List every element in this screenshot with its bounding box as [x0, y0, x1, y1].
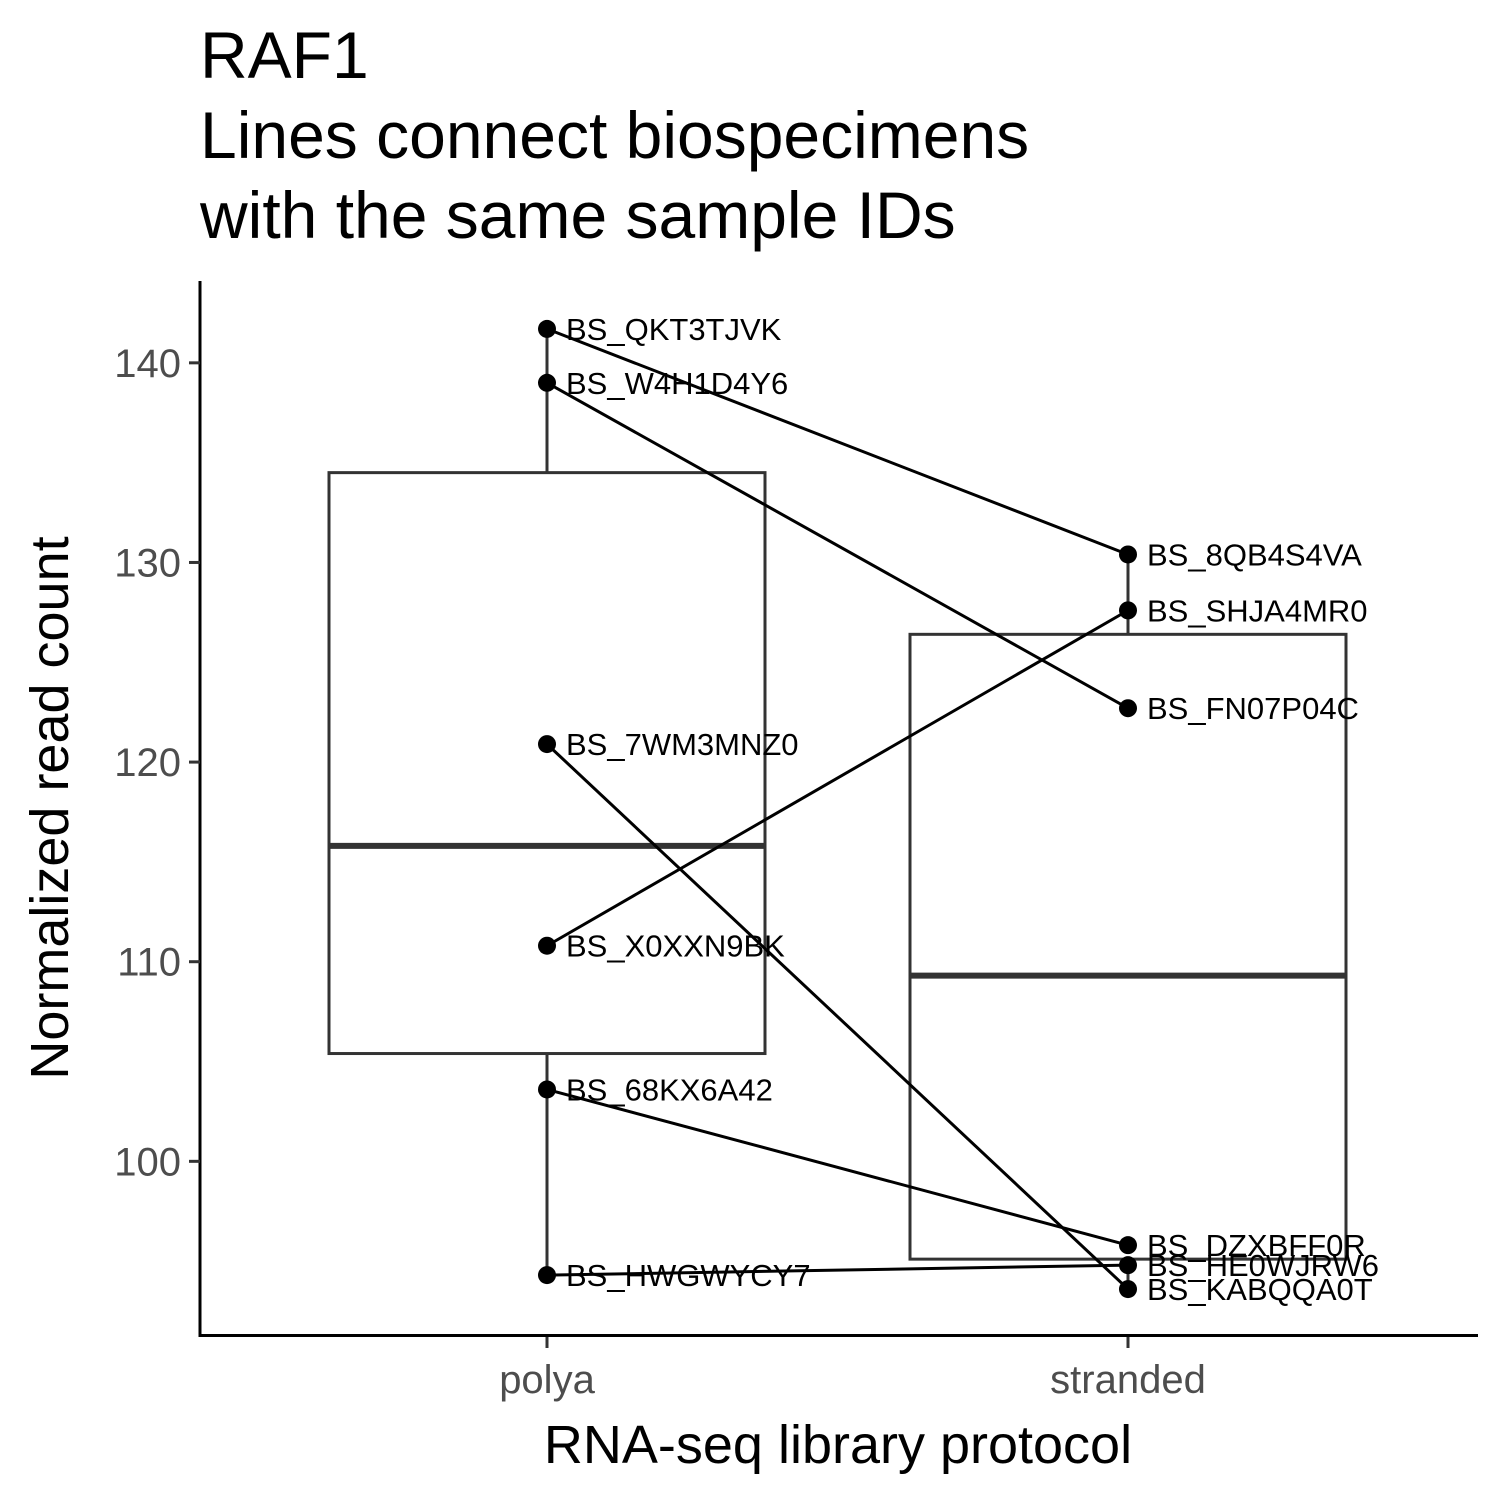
point-label-BS_7WM3MNZ0: BS_7WM3MNZ0: [566, 727, 799, 762]
point-label-BS_HE0WJRW6: BS_HE0WJRW6: [1147, 1248, 1379, 1283]
y-tick-label-100: 100: [114, 1140, 181, 1184]
pair-line-BS_HWGWYCY7-BS_HE0WJRW6: [546, 1263, 1129, 1277]
box-rect-stranded: [908, 632, 1348, 1261]
point-label-BS_W4H1D4Y6: BS_W4H1D4Y6: [566, 366, 788, 401]
y-tick-label-110: 110: [117, 941, 181, 985]
point-label-BS_FN07P04C: BS_FN07P04C: [1147, 691, 1359, 726]
point-BS_7WM3MNZ0: [538, 735, 556, 754]
point-labels-layer: BS_QKT3TJVK BS_W4H1D4Y6 BS_7WM3MNZ0 BS_X0XX…: [566, 312, 1379, 1307]
pair-line-BS_X0XXN9BK-BS_SHJA4MR0: [546, 609, 1129, 948]
pair-lines-layer: [545, 327, 1130, 1291]
point-BS_FN07P04C: [1119, 699, 1137, 718]
point-BS_8QB4S4VA: [1119, 545, 1137, 564]
points-layer: [538, 319, 1137, 1299]
point-label-BS_8QB4S4VA: BS_8QB4S4VA: [1147, 537, 1362, 572]
pair-line-BS_QKT3TJVK-BS_8QB4S4VA: [546, 327, 1129, 556]
point-BS_HE0WJRW6: [1119, 1256, 1137, 1275]
y-axis-title: Normalized read count: [20, 536, 80, 1079]
y-tick-label-140: 140: [114, 342, 181, 386]
point-label-BS_DZXBFF0R: BS_DZXBFF0R: [1147, 1228, 1366, 1263]
pair-line-BS_68KX6A42-BS_DZXBFF0R: [546, 1088, 1129, 1247]
point-BS_HWGWYCY7: [538, 1266, 556, 1285]
boxplot-layer: [327, 328, 1348, 1290]
x-tick-label-polya: polya: [499, 1358, 595, 1402]
y-tick-label-130: 130: [114, 541, 181, 585]
point-label-BS_QKT3TJVK: BS_QKT3TJVK: [566, 312, 782, 347]
y-ticks-layer: 100 110 120 130 140: [114, 342, 200, 1184]
box-polya: [327, 328, 767, 1276]
box-stranded: [908, 554, 1348, 1290]
chart-subtitle-line-2: with the same sample IDs: [199, 178, 956, 252]
point-BS_X0XXN9BK: [538, 936, 556, 955]
point-label-BS_68KX6A42: BS_68KX6A42: [566, 1072, 773, 1107]
point-BS_KABQQA0T: [1119, 1280, 1137, 1299]
chart-subtitle-line-1: Lines connect biospecimens: [200, 98, 1029, 172]
point-label-BS_HWGWYCY7: BS_HWGWYCY7: [566, 1258, 811, 1293]
point-label-BS_KABQQA0T: BS_KABQQA0T: [1147, 1272, 1373, 1307]
pair-line-BS_W4H1D4Y6-BS_FN07P04C: [546, 381, 1129, 710]
x-ticks-layer: polya stranded: [499, 1337, 1206, 1402]
x-tick-label-stranded: stranded: [1050, 1358, 1206, 1402]
point-label-BS_SHJA4MR0: BS_SHJA4MR0: [1147, 593, 1368, 628]
pair-line-BS_7WM3MNZ0-BS_KABQQA0T: [545, 743, 1130, 1291]
point-BS_W4H1D4Y6: [538, 373, 556, 392]
point-BS_QKT3TJVK: [538, 319, 556, 338]
x-axis-title: RNA-seq library protocol: [544, 1415, 1132, 1475]
point-BS_SHJA4MR0: [1119, 601, 1137, 620]
point-BS_DZXBFF0R: [1119, 1236, 1137, 1255]
box-rect-polya: [327, 471, 767, 1056]
point-label-BS_X0XXN9BK: BS_X0XXN9BK: [566, 929, 785, 964]
point-BS_68KX6A42: [538, 1080, 556, 1099]
chart-title: RAF1: [200, 18, 369, 92]
y-tick-label-120: 120: [114, 741, 181, 785]
